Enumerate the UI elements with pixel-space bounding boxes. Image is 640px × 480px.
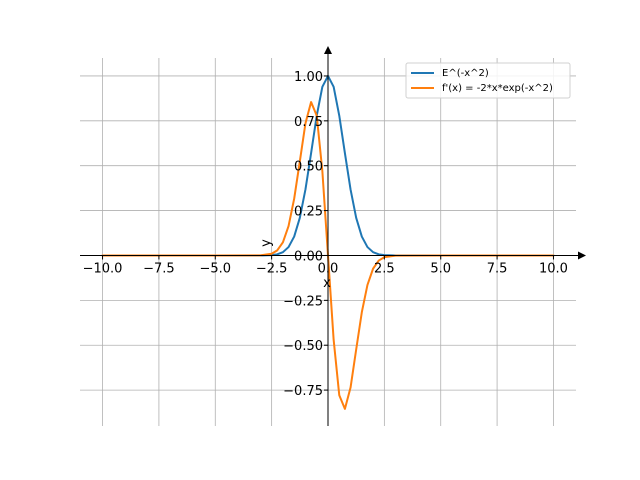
x-tick-label: −10.0 [83, 261, 123, 276]
legend: E^(-x^2) f'(x) = -2*x*exp(-x^2) [405, 62, 571, 99]
y-tick-label: 0.25 [294, 205, 323, 220]
y-tick-label: 0.00 [294, 249, 323, 264]
y-tick-label: 0.75 [294, 115, 323, 130]
y-tick-label: −0.25 [283, 294, 323, 309]
y-tick-label: 1.00 [294, 70, 323, 85]
y-axis-label: y [259, 239, 274, 247]
x-tick-label: 5.0 [430, 261, 451, 276]
y-axis-arrow [324, 46, 332, 54]
y-tick-label: −0.50 [283, 339, 323, 354]
x-tick-label: 7.5 [487, 261, 508, 276]
legend-box [405, 62, 571, 99]
y-tick-label: −0.75 [283, 384, 323, 399]
x-tick-label: −2.5 [256, 261, 288, 276]
y-tick-label: 0.50 [294, 160, 323, 175]
x-tick-label: 0.0 [318, 261, 339, 276]
axes [80, 46, 586, 426]
legend-label-series-1: E^(-x^2) [442, 68, 489, 79]
x-axis-arrow [578, 251, 586, 260]
legend-label-series-2: f'(x) = -2*x*exp(-x^2) [442, 83, 553, 94]
x-axis-label: x [323, 276, 331, 291]
x-tick-label: 2.5 [374, 261, 395, 276]
x-tick-label: −7.5 [143, 261, 175, 276]
tick-labels: −10.0 −7.5 −5.0 −2.5 0.0 2.5 5.0 7.5 10.0 −0.75 −0… [83, 70, 568, 399]
x-tick-label: 10.0 [539, 261, 568, 276]
x-tick-label: −5.0 [199, 261, 231, 276]
